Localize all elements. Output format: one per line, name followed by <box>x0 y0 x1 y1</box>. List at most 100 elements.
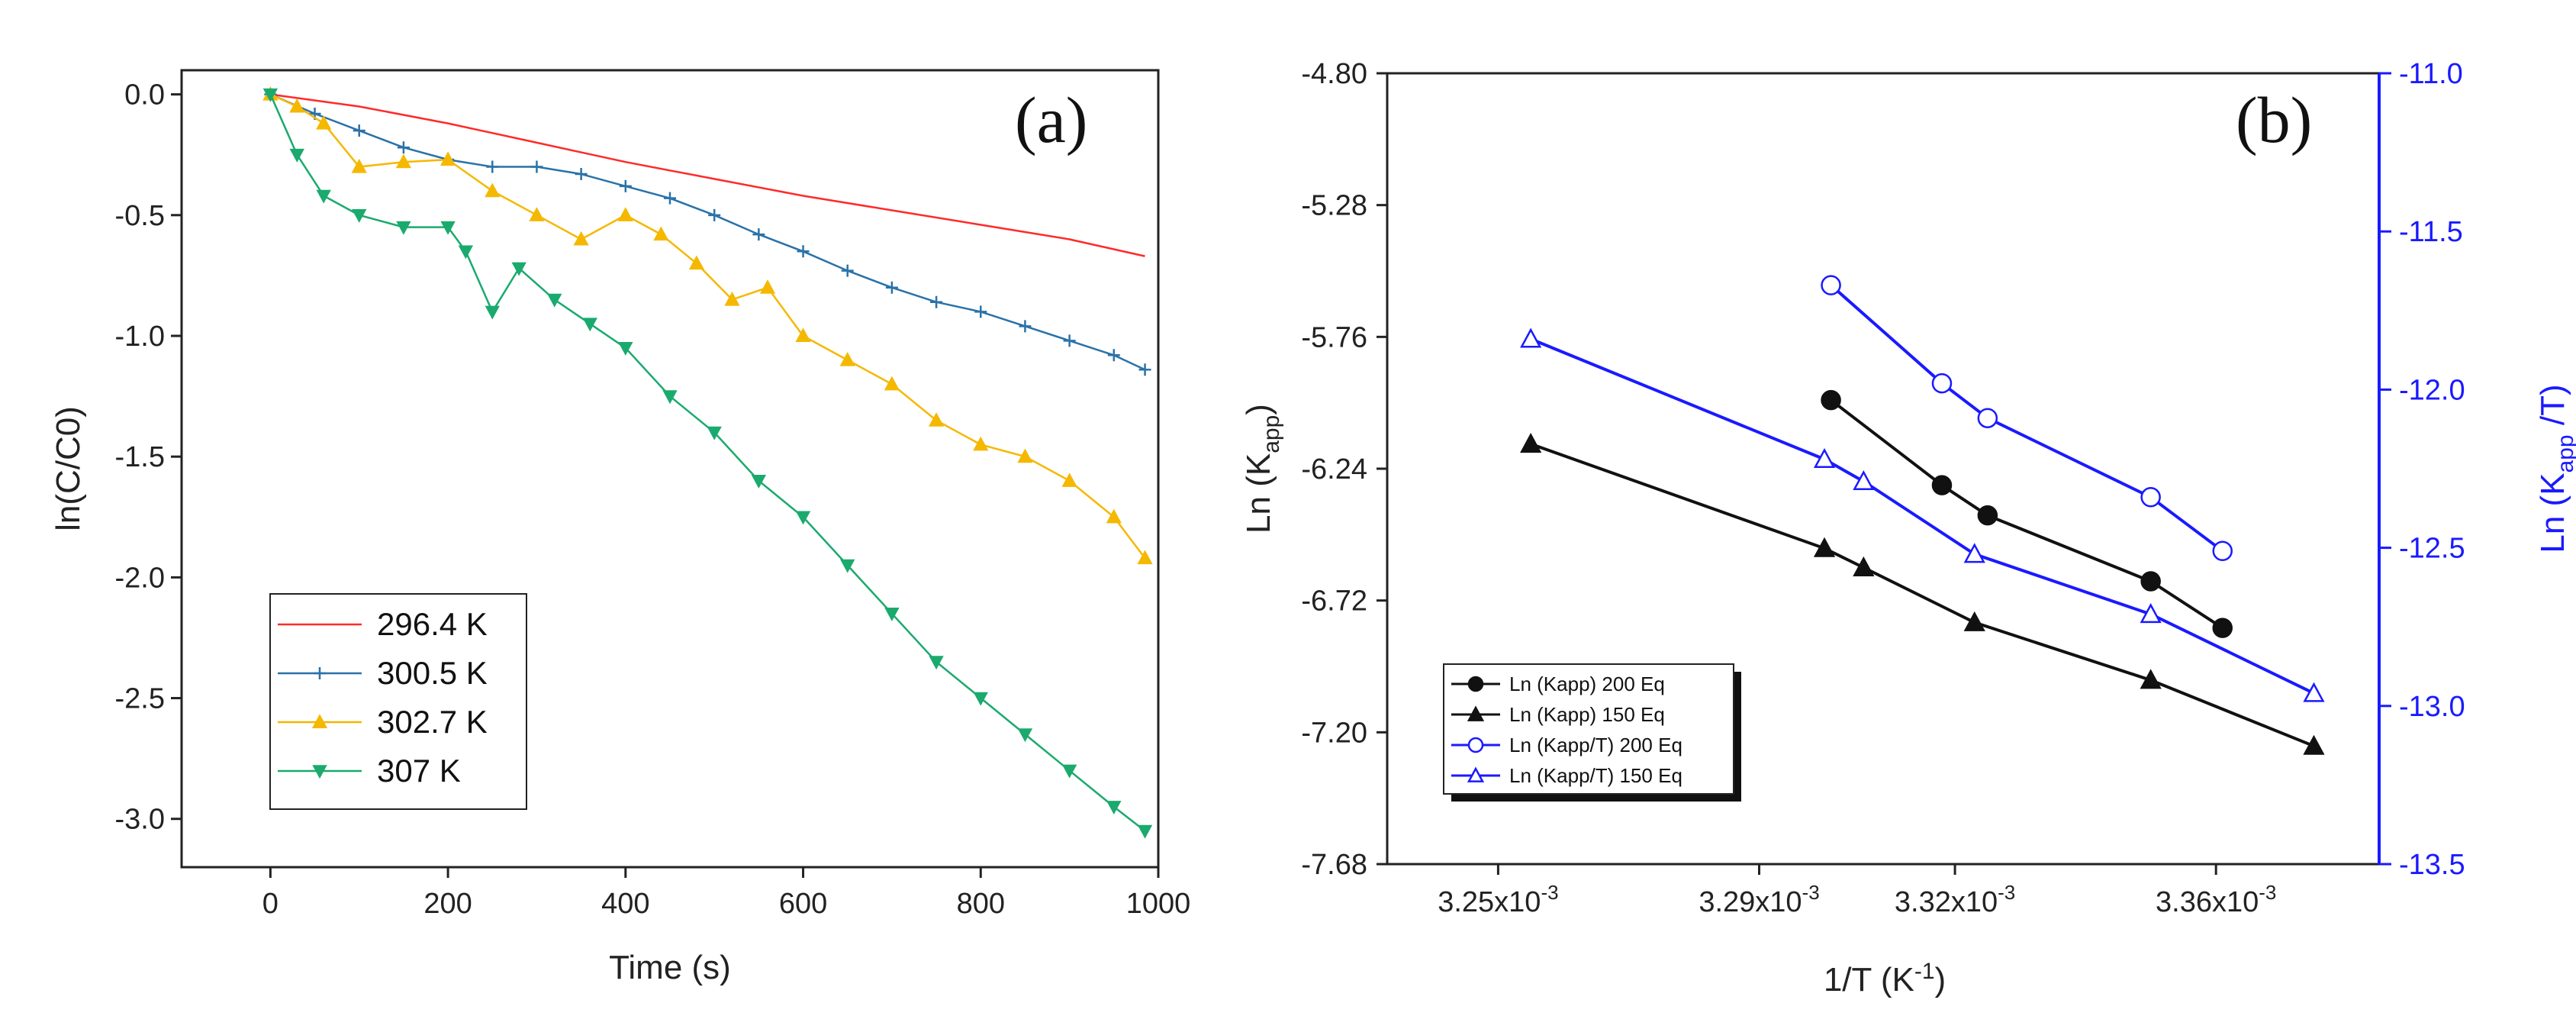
legend-label: 307 K <box>377 753 461 789</box>
x-tick-label: 400 <box>601 888 649 920</box>
legend-marker <box>1467 676 1484 692</box>
data-point <box>316 189 331 204</box>
y-right-tick-label: -13.0 <box>2399 691 2465 723</box>
data-point <box>396 221 411 235</box>
data-point <box>316 115 332 130</box>
data-point <box>973 436 989 451</box>
data-point <box>440 151 456 166</box>
data-point <box>573 231 589 246</box>
series-line <box>270 93 1145 257</box>
x-tick-label: 1000 <box>1126 888 1191 920</box>
data-point <box>1520 432 1542 453</box>
y-left-tick-label: -6.24 <box>1301 453 1367 485</box>
data-point <box>511 262 526 276</box>
data-point <box>724 291 740 306</box>
data-point <box>2140 602 2162 624</box>
data-point <box>973 692 988 706</box>
data-point <box>395 153 412 169</box>
data-point <box>582 318 597 332</box>
data-point <box>1853 469 1875 491</box>
data-point <box>751 475 767 489</box>
y-right-tick-label: -11.0 <box>2399 58 2463 90</box>
data-point <box>289 148 304 163</box>
data-point <box>1931 373 1953 394</box>
data-point <box>1138 363 1151 376</box>
y-tick-label: -0.5 <box>115 200 165 232</box>
y-tick-label: -1.0 <box>115 321 165 353</box>
data-point <box>262 88 279 102</box>
legend-marker <box>1467 737 1484 753</box>
data-point <box>485 182 501 198</box>
data-point <box>2303 682 2325 702</box>
series-line <box>1530 337 2315 695</box>
data-point <box>2140 571 2161 592</box>
y-right-tick-label: -13.5 <box>2399 849 2465 881</box>
data-point <box>1061 764 1077 779</box>
data-point <box>708 208 721 221</box>
chart-b-series-layer <box>1520 275 2325 755</box>
series-ln-kapp-150-eq <box>1520 432 2325 755</box>
x-tick-label: 3.36x10-3 <box>2156 881 2276 918</box>
x-tick-label: 3.25x10-3 <box>1438 881 1558 918</box>
data-point <box>841 264 854 277</box>
data-point <box>353 124 365 137</box>
legend-label: Ln (Kapp) 150 Eq <box>1509 703 1665 726</box>
data-point <box>653 226 669 241</box>
data-point <box>759 279 776 294</box>
data-point <box>795 327 811 343</box>
data-point <box>2303 734 2325 755</box>
chart-b-legend: Ln (Kapp) 200 Eq Ln (Kapp) 150 Eq Ln (Kapp… <box>1443 663 1741 802</box>
chart-b-legend-box <box>1443 663 1734 795</box>
x-tick-label: 0 <box>262 888 279 920</box>
chart-a-series-layer <box>262 86 1153 839</box>
data-point <box>1017 448 1033 463</box>
data-point <box>529 207 545 221</box>
data-point <box>1107 349 1120 362</box>
data-point <box>797 245 810 258</box>
legend-marker <box>1467 705 1485 721</box>
data-point <box>928 412 945 427</box>
data-point <box>1821 389 1841 411</box>
chart-a-panel-label: (a) <box>1015 83 1087 156</box>
chart-a-legend: 296.4 K 300.5 K 302.7 K 307 K <box>269 593 527 810</box>
y-left-tick-label: -5.28 <box>1301 190 1367 222</box>
data-point <box>1019 320 1032 333</box>
data-point <box>795 511 811 525</box>
chart-a-legend-box <box>269 593 527 810</box>
data-point <box>1106 508 1122 524</box>
chart-a-ylabel: ln(C/C0) <box>50 406 87 531</box>
legend-label: Ln (Kapp/T) 150 Eq <box>1509 764 1682 787</box>
chart-b-tick-layer: 3.25x10-3 3.29x10-3 3.32x10-3 3.36x10-3 -4.8… <box>1301 58 2465 918</box>
y-tick-label: -3.0 <box>115 804 165 836</box>
data-point <box>618 342 633 356</box>
data-point <box>440 221 456 235</box>
x-tick-label: 600 <box>779 888 827 920</box>
y-tick-label: -1.5 <box>115 441 165 473</box>
data-point <box>486 160 499 173</box>
data-point <box>688 255 705 270</box>
data-point <box>707 426 722 440</box>
data-point <box>974 305 987 318</box>
data-point <box>619 179 632 192</box>
data-point <box>1017 728 1033 743</box>
legend-label: 296.4 K <box>377 606 488 642</box>
data-point <box>1853 556 1875 576</box>
data-point <box>1963 611 1985 631</box>
data-point <box>617 207 633 221</box>
data-point <box>752 228 765 241</box>
y-left-tick-label: -6.72 <box>1301 585 1367 618</box>
data-point <box>1061 473 1077 487</box>
data-point <box>664 192 676 205</box>
chart-a-frame <box>180 69 1160 869</box>
series-line <box>269 94 1146 832</box>
series-line <box>1530 442 2315 748</box>
y-right-tick-label: -12.5 <box>2399 533 2465 565</box>
data-point <box>1813 447 1836 469</box>
y-left-tick-label: -4.80 <box>1301 58 1367 90</box>
x-tick-label: 3.32x10-3 <box>1895 881 2015 918</box>
data-point <box>458 245 474 260</box>
data-point <box>839 352 855 366</box>
series-296-4-k <box>270 93 1145 257</box>
y-left-tick-label: -7.20 <box>1301 717 1367 749</box>
